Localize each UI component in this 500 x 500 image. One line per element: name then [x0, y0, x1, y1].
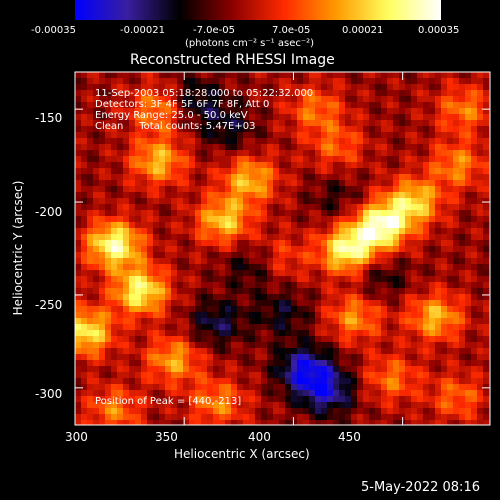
- y-tick-label-1: -200: [35, 205, 63, 219]
- colorbar-tick-4: 0.00021: [342, 25, 384, 36]
- annotation-detectors: Detectors: 3F 4F 5F 6F 7F 8F, Att 0: [95, 99, 270, 110]
- x-axis-label: Heliocentric X (arcsec): [174, 447, 310, 461]
- y-tick-label-2: -250: [35, 298, 63, 312]
- x-tick-label-1: 350: [155, 430, 178, 444]
- colorbar-tick-0: -0.00035: [31, 25, 76, 36]
- peak-position-label: Position of Peak = [440,-213]: [95, 396, 242, 407]
- x-tick-label-3: 450: [338, 430, 361, 444]
- chart-title: Reconstructed RHESSI Image: [130, 52, 335, 68]
- annotation-method-counts: Clean Total counts: 5.47E+03: [95, 121, 256, 132]
- x-tick-label-2: 400: [248, 430, 271, 444]
- colorbar-unit-label: (photons cm⁻² s⁻¹ asec⁻²): [185, 38, 315, 49]
- y-tick-label-0: -150: [35, 111, 63, 125]
- colorbar-tick-5: 0.00035: [418, 25, 460, 36]
- colorbar-tick-2: -7.0e-05: [193, 25, 235, 36]
- annotation-time-range: 11-Sep-2003 05:18:28.000 to 05:22:32.000: [95, 88, 314, 99]
- colorbar: [75, 0, 441, 20]
- x-tick-label-0: 300: [65, 430, 88, 444]
- annotation-energy-range: Energy Range: 25.0 - 50.0 keV: [95, 110, 248, 121]
- footer-date: 5-May-2022 08:16: [361, 480, 480, 495]
- colorbar-tick-3: 7.0e-05: [272, 25, 311, 36]
- colorbar-gradient: [75, 0, 441, 20]
- y-axis-label: Heliocentric Y (arcsec): [11, 180, 25, 316]
- y-tick-label-3: -300: [35, 387, 63, 401]
- colorbar-tick-1: -0.00021: [120, 25, 165, 36]
